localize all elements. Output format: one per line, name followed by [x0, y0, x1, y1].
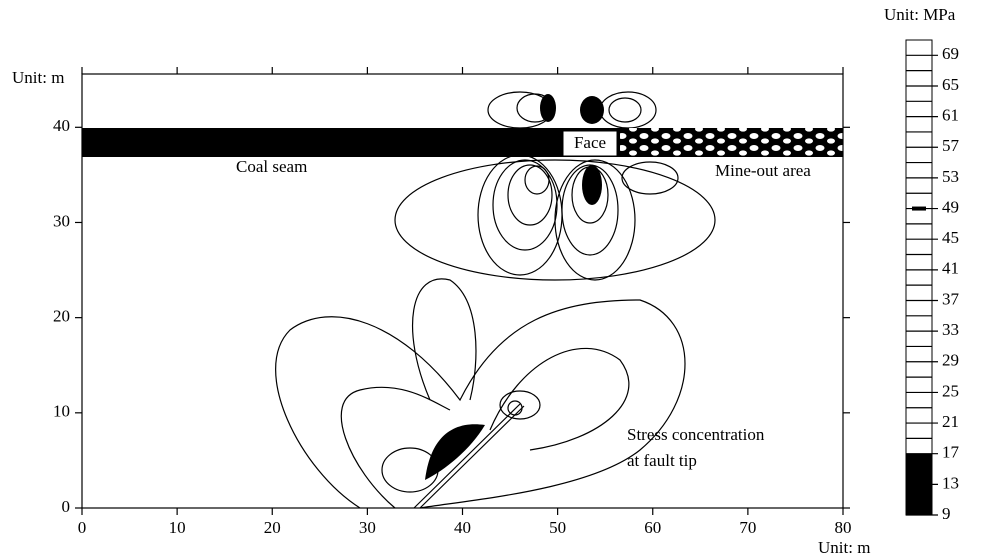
annotation: Mine-out area — [715, 161, 811, 180]
y-tick-label: 10 — [53, 402, 70, 421]
page: {"chart_data": {"type": "contour", "x_un… — [0, 0, 992, 559]
colorbar-tick-label: 53 — [942, 167, 959, 186]
x-tick-label: 40 — [454, 518, 471, 537]
chart: Unit: m Unit: m Coal seam Face Mine-out … — [0, 0, 992, 559]
contours — [82, 92, 843, 508]
colorbar-tick-label: 61 — [942, 106, 959, 125]
colorbar-tick-label: 69 — [942, 44, 959, 63]
annotation: at fault tip — [627, 451, 697, 470]
colorbar-tick-label: 21 — [942, 412, 959, 431]
annotation: Stress concentration — [627, 425, 765, 444]
colorbar-frame — [906, 40, 932, 515]
colorbar-tick-label: 57 — [942, 136, 960, 155]
colorbar-tick-label: 65 — [942, 75, 959, 94]
y-tick-label: 30 — [53, 211, 70, 230]
y-unit-label: Unit: m — [12, 68, 64, 87]
annotation: Coal seam — [236, 157, 307, 176]
x-tick-label: 60 — [644, 518, 661, 537]
x-tick-label: 0 — [78, 518, 87, 537]
colorbar-tick-label: 25 — [942, 381, 959, 400]
colorbar-tick-label: 9 — [942, 504, 951, 523]
colorbar-tick-label: 49 — [942, 197, 959, 216]
x-tick-label: 20 — [264, 518, 281, 537]
colorbar-tick-label: 29 — [942, 351, 959, 370]
x-tick-label: 80 — [835, 518, 852, 537]
x-tick-label: 30 — [359, 518, 376, 537]
colorbar-tick-label: 13 — [942, 473, 959, 492]
x-tick-label: 50 — [549, 518, 566, 537]
colorbar-tick-label: 33 — [942, 320, 959, 339]
y-tick-label: 20 — [53, 307, 70, 326]
colorbar-tick-label: 37 — [942, 289, 960, 308]
colorbar-tick-label: 41 — [942, 259, 959, 278]
x-tick-label: 10 — [169, 518, 186, 537]
y-tick-label: 40 — [53, 116, 70, 135]
x-tick-label: 70 — [739, 518, 756, 537]
y-tick-label: 0 — [62, 497, 71, 516]
colorbar-tick-label: 17 — [942, 443, 960, 462]
colorbar-tick-label: 45 — [942, 228, 959, 247]
colorbar-marker — [912, 207, 926, 211]
x-unit-label: Unit: m — [818, 538, 870, 557]
colorbar-title: Unit: MPa — [884, 5, 956, 24]
annotation: Face — [574, 133, 606, 152]
